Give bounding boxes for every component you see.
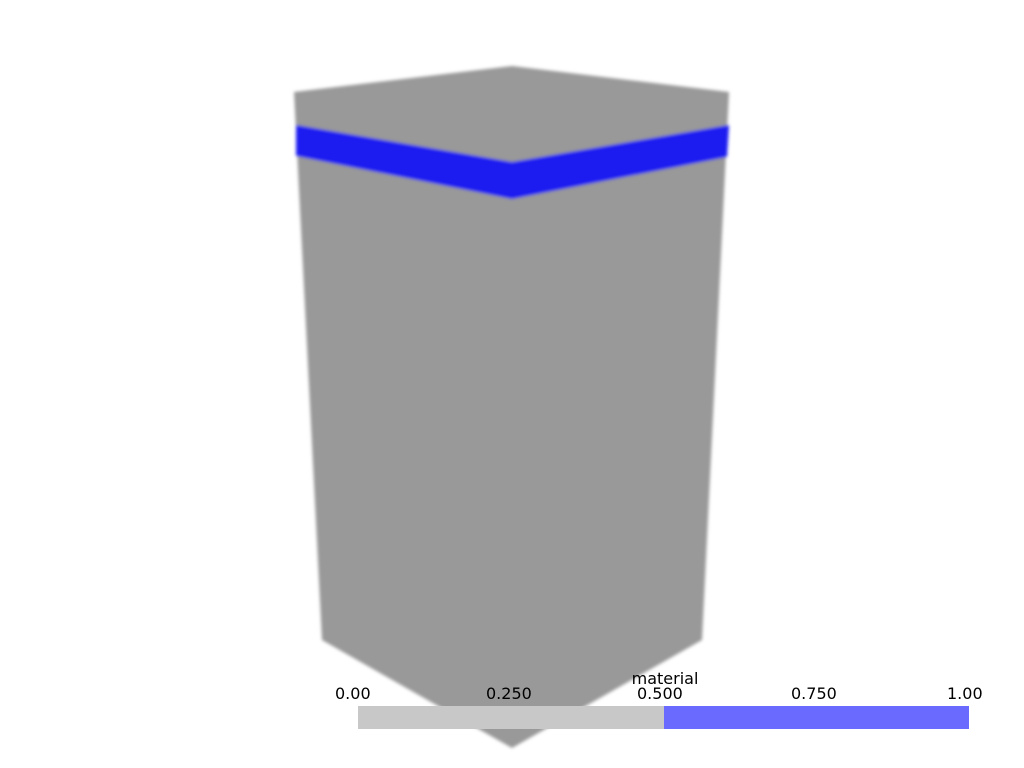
scalar-bar xyxy=(358,706,969,729)
material-volume xyxy=(294,66,729,748)
scalar-bar-tick: 0.00 xyxy=(335,684,371,703)
scalar-bar-tick: 0.750 xyxy=(791,684,837,703)
scalar-bar-tick: 0.500 xyxy=(637,684,683,703)
scalar-bar-low-segment xyxy=(358,706,664,729)
scalar-bar-high-segment xyxy=(663,706,969,729)
box-left-face xyxy=(294,66,512,748)
scalar-bar-tick: 0.250 xyxy=(486,684,532,703)
scalar-bar-title: material xyxy=(631,669,699,688)
scalar-bar-tick: 1.00 xyxy=(947,684,983,703)
material-band xyxy=(296,125,729,199)
box-right-face xyxy=(512,66,729,748)
